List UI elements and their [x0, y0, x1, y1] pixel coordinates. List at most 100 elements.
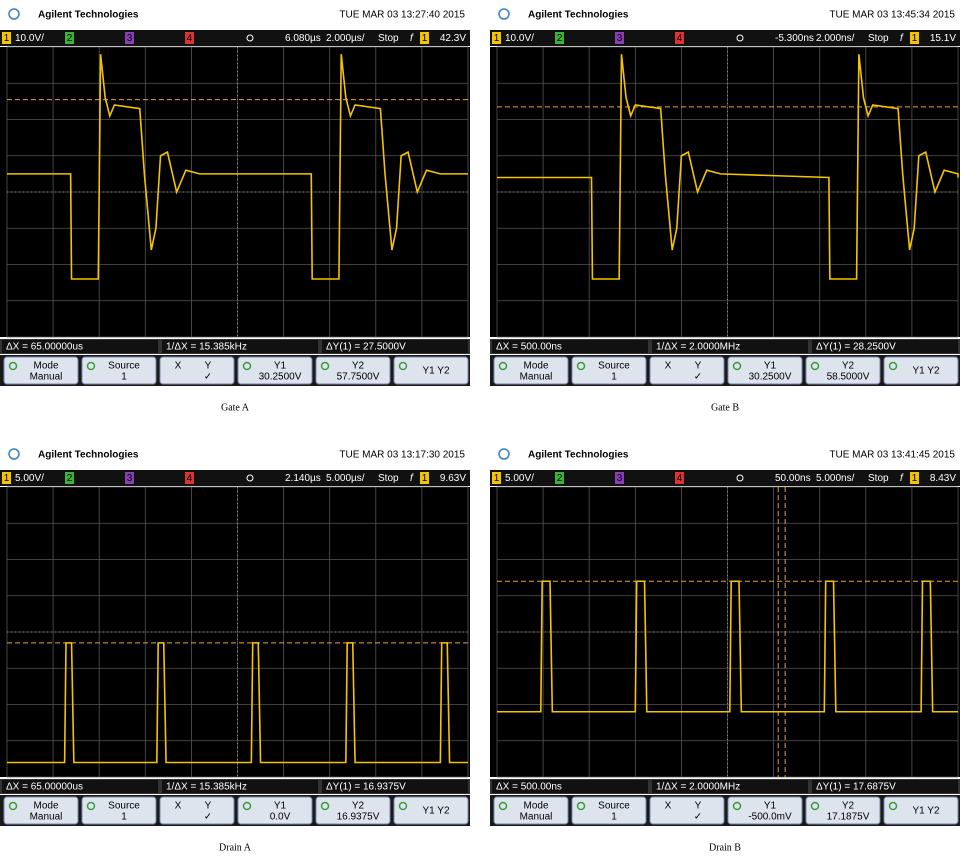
trigger-source: 1: [912, 33, 918, 44]
softkey-label: Y1 Y2: [422, 806, 449, 817]
softkey-label: Y1: [274, 801, 287, 812]
softkey: [160, 357, 234, 384]
delay: -5.300ns: [775, 33, 814, 44]
softkey-label: Y: [695, 361, 702, 372]
timestamp: TUE MAR 03 13:17:30 2015: [339, 450, 465, 461]
softkey-label: ✓: [204, 372, 212, 383]
softkey-label: 1: [611, 812, 617, 823]
softkey-label: Mode: [523, 361, 548, 372]
brand: Agilent Technologies: [528, 10, 629, 21]
softkey-label: Manual: [520, 812, 553, 823]
measurement: ΔY(1) = 17.6875V: [816, 782, 896, 793]
scope-panel: Agilent Technologies TUE MAR 03 13:17:30 …: [0, 449, 470, 853]
softkey-label: Mode: [33, 361, 58, 372]
softkey-label: Mode: [523, 801, 548, 812]
softkey-label: Source: [598, 361, 630, 372]
channel-number: 3: [127, 473, 133, 484]
measurement: ΔX = 500.00ns: [496, 782, 562, 793]
logo: [499, 449, 509, 459]
figure: Agilent Technologies TUE MAR 03 13:27:40 …: [0, 0, 962, 858]
logo: [499, 9, 509, 19]
softkey-label: Y2: [352, 801, 365, 812]
softkey-label: 30.2500V: [259, 372, 302, 383]
logo: [9, 9, 19, 19]
caption: Drain B: [709, 842, 741, 853]
trigger-source: 1: [422, 33, 428, 44]
measurement: 1/ΔX = 2.0000MHz: [656, 342, 740, 353]
channel-number: 1: [4, 33, 10, 44]
softkey-label: Y2: [842, 361, 855, 372]
softkey-label: Manual: [30, 812, 63, 823]
softkey-label: Y1: [764, 361, 777, 372]
softkey-label: Y2: [352, 361, 365, 372]
measurement: ΔY(1) = 28.2500V: [816, 342, 896, 353]
run-state: Stop: [868, 473, 889, 484]
measurement: 1/ΔX = 15.385kHz: [166, 782, 247, 793]
channel-scale: 5.00V/: [505, 473, 534, 484]
run-state: Stop: [868, 33, 889, 44]
softkey-label: 17.1875V: [827, 812, 870, 823]
channel-number: 3: [127, 33, 133, 44]
softkey: [160, 797, 234, 824]
measurement: 1/ΔX = 15.385kHz: [166, 342, 247, 353]
softkey-label: 58.5000V: [827, 372, 870, 383]
softkey-label: Manual: [520, 372, 553, 383]
measurement: ΔX = 65.00000us: [6, 342, 83, 353]
timestamp: TUE MAR 03 13:45:34 2015: [829, 10, 955, 21]
softkey-label: Y2: [842, 801, 855, 812]
channel-number: 4: [677, 33, 683, 44]
channel-number: 3: [617, 473, 623, 484]
softkey-label: Manual: [30, 372, 63, 383]
softkey-label: ✓: [204, 812, 212, 823]
timestamp: TUE MAR 03 13:27:40 2015: [339, 10, 465, 21]
trigger-level: 9.63V: [440, 473, 466, 484]
softkey-label: Y1 Y2: [912, 806, 939, 817]
softkey-label: X: [175, 801, 182, 812]
brand: Agilent Technologies: [38, 450, 139, 461]
softkey-label: -500.0mV: [748, 812, 792, 823]
brand: Agilent Technologies: [38, 10, 139, 21]
trigger-level: 8.43V: [930, 473, 956, 484]
softkey-label: ✓: [694, 372, 702, 383]
measurement: ΔX = 500.00ns: [496, 342, 562, 353]
channel-number: 1: [4, 473, 10, 484]
channel-number: 4: [187, 473, 193, 484]
timebase: 5.000µs/: [326, 473, 365, 484]
timebase: 2.000ns/: [816, 33, 855, 44]
channel-number: 4: [677, 473, 683, 484]
trigger-level: 42.3V: [440, 33, 466, 44]
softkey-label: Y: [695, 801, 702, 812]
channel-number: 4: [187, 33, 193, 44]
softkey-label: 1: [121, 372, 127, 383]
channel-scale: 10.0V/: [505, 33, 534, 44]
caption: Drain A: [219, 842, 252, 853]
softkey-label: 16.9375V: [337, 812, 380, 823]
measurement: ΔX = 65.00000us: [6, 782, 83, 793]
softkey-label: 1: [121, 812, 127, 823]
caption: Gate A: [221, 402, 250, 413]
softkey-label: 1: [611, 372, 617, 383]
channel-number: 2: [67, 473, 73, 484]
channel-number: 1: [494, 33, 500, 44]
channel-number: 2: [67, 33, 73, 44]
measurement: ΔY(1) = 27.5000V: [326, 342, 406, 353]
softkey-label: 57.7500V: [337, 372, 380, 383]
scope-panel: Agilent Technologies TUE MAR 03 13:27:40 …: [0, 9, 470, 413]
trigger-source: 1: [912, 473, 918, 484]
trigger-level: 15.1V: [930, 33, 956, 44]
softkey-label: Source: [108, 801, 140, 812]
softkey-label: X: [665, 801, 672, 812]
run-state: Stop: [378, 473, 399, 484]
channel-scale: 10.0V/: [15, 33, 44, 44]
caption: Gate B: [711, 402, 739, 413]
softkey-label: X: [175, 361, 182, 372]
channel-number: 3: [617, 33, 623, 44]
softkey-label: 30.2500V: [749, 372, 792, 383]
softkey: [650, 357, 724, 384]
softkey-label: X: [665, 361, 672, 372]
softkey-label: Mode: [33, 801, 58, 812]
run-state: Stop: [378, 33, 399, 44]
scope-panel: Agilent Technologies TUE MAR 03 13:45:34 …: [490, 9, 960, 413]
brand: Agilent Technologies: [528, 450, 629, 461]
